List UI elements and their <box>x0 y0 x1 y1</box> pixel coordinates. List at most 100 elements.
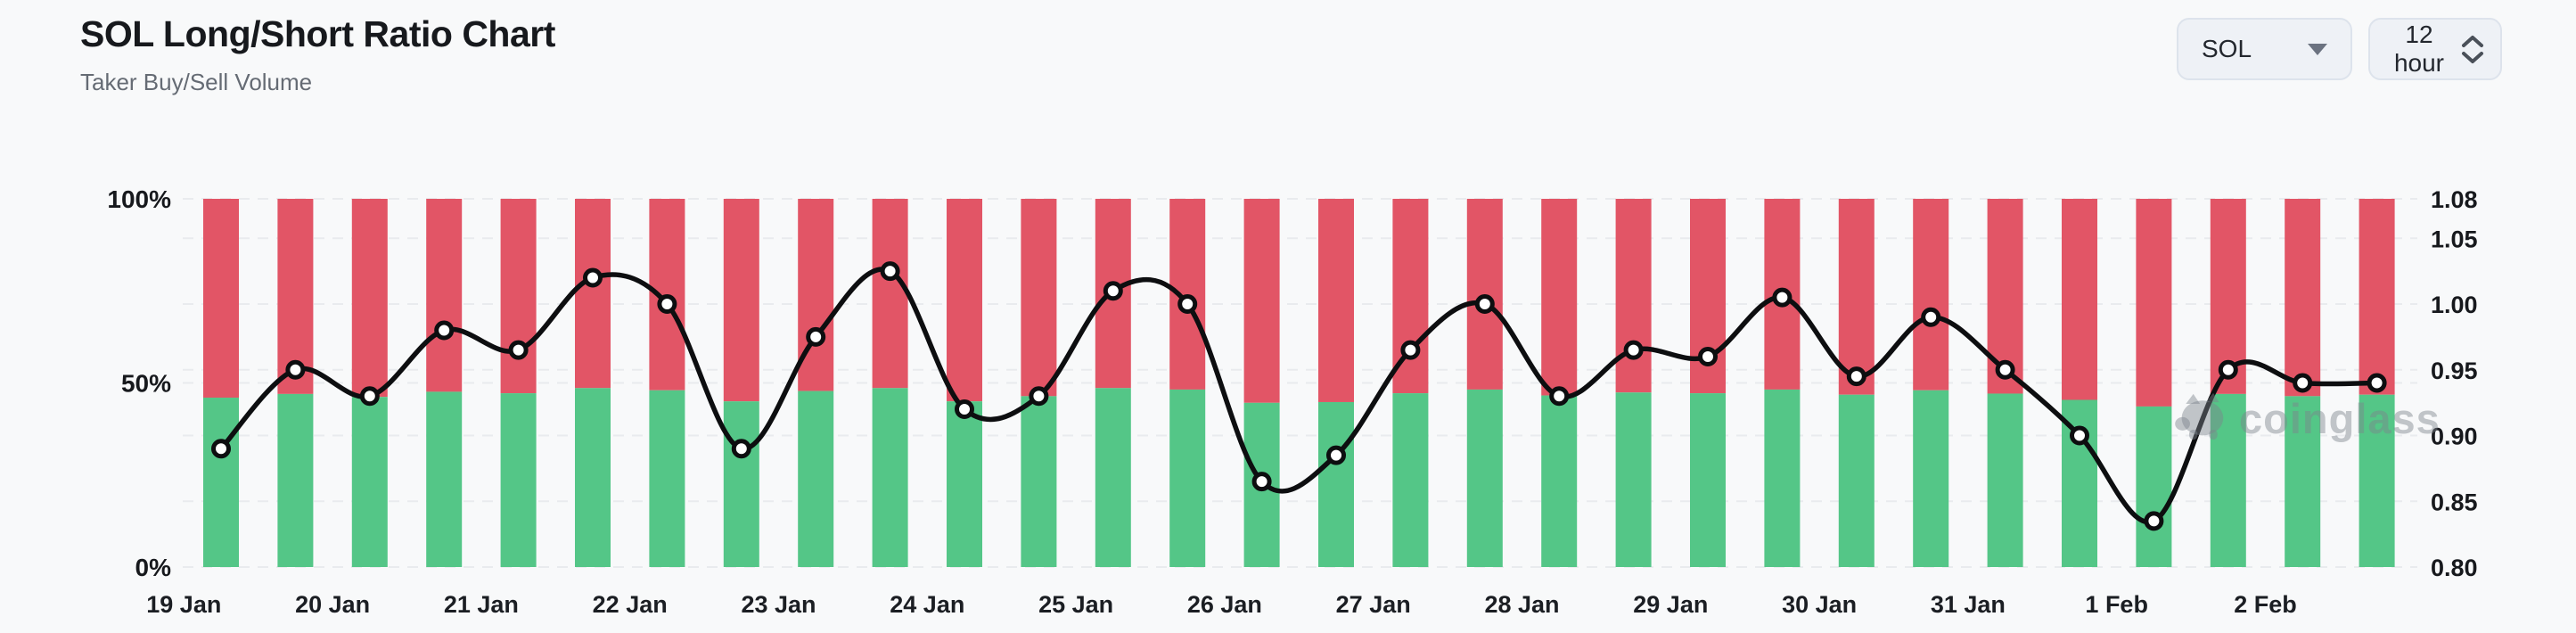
ratio-data-point[interactable] <box>359 386 380 407</box>
ratio-data-point[interactable] <box>731 439 751 459</box>
x-axis-date-label: 1 Feb <box>2085 591 2148 618</box>
sell-bar-segment[interactable] <box>1243 199 1280 403</box>
left-axis-tick-label: 0% <box>135 554 172 581</box>
x-axis-date-label: 29 Jan <box>1633 591 1708 618</box>
buy-bar-segment[interactable] <box>1392 393 1429 567</box>
x-axis-date-label: 23 Jan <box>741 591 816 618</box>
ratio-data-point[interactable] <box>1846 366 1866 387</box>
left-axis-tick-label: 50% <box>121 370 171 398</box>
buy-bar-segment[interactable] <box>947 401 982 567</box>
x-axis-date-label: 22 Jan <box>593 591 668 618</box>
ratio-data-point[interactable] <box>2367 373 2387 393</box>
right-axis-tick-label: 1.00 <box>2431 292 2478 318</box>
buy-bar-segment[interactable] <box>426 391 463 567</box>
sell-bar-segment[interactable] <box>2062 199 2097 400</box>
buy-bar-segment[interactable] <box>872 388 908 567</box>
ratio-data-point[interactable] <box>1474 294 1495 314</box>
ratio-data-point[interactable] <box>1177 294 1198 314</box>
sell-bar-segment[interactable] <box>798 199 834 391</box>
left-axis-tick-label: 100% <box>107 185 171 213</box>
ratio-data-point[interactable] <box>211 439 231 459</box>
ratio-data-point[interactable] <box>880 261 900 282</box>
buy-bar-segment[interactable] <box>1913 390 1949 567</box>
buy-bar-segment[interactable] <box>1021 396 1057 567</box>
ratio-data-point[interactable] <box>434 320 455 341</box>
buy-bar-segment[interactable] <box>1838 394 1875 567</box>
buy-bar-segment[interactable] <box>2136 406 2172 567</box>
buy-bar-segment[interactable] <box>2285 396 2321 567</box>
buy-bar-segment[interactable] <box>798 390 834 567</box>
ratio-data-point[interactable] <box>657 294 677 314</box>
sell-bar-segment[interactable] <box>2285 199 2321 397</box>
buy-bar-segment[interactable] <box>277 393 314 567</box>
x-axis-date-label: 31 Jan <box>1931 591 2006 618</box>
sell-bar-segment[interactable] <box>872 199 908 389</box>
sell-bar-segment[interactable] <box>1169 199 1206 390</box>
buy-bar-segment[interactable] <box>649 390 685 567</box>
sell-bar-segment[interactable] <box>1318 199 1354 402</box>
sell-bar-segment[interactable] <box>1021 199 1057 397</box>
ratio-data-point[interactable] <box>583 267 603 288</box>
sell-bar-segment[interactable] <box>947 199 982 402</box>
up-down-stepper-icon <box>2461 35 2484 64</box>
sell-bar-segment[interactable] <box>1838 199 1875 395</box>
sell-bar-segment[interactable] <box>1466 199 1503 390</box>
right-axis-tick-label: 1.08 <box>2431 186 2478 213</box>
buy-bar-segment[interactable] <box>1318 401 1354 567</box>
ratio-data-point[interactable] <box>1995 359 2015 380</box>
sell-bar-segment[interactable] <box>351 199 388 398</box>
ratio-data-point[interactable] <box>1251 472 1272 492</box>
buy-bar-segment[interactable] <box>2359 394 2395 567</box>
ratio-data-point[interactable] <box>1326 445 1346 465</box>
ratio-data-point[interactable] <box>1029 386 1049 407</box>
buy-bar-segment[interactable] <box>1466 389 1503 567</box>
ratio-data-point[interactable] <box>1549 386 1570 407</box>
sell-bar-segment[interactable] <box>1541 199 1578 396</box>
buy-bar-segment[interactable] <box>203 398 239 567</box>
page-title: SOL Long/Short Ratio Chart <box>80 13 555 54</box>
sell-bar-segment[interactable] <box>1615 199 1652 393</box>
sell-bar-segment[interactable] <box>426 199 463 392</box>
x-axis-date-label: 2 Feb <box>2234 591 2297 618</box>
buy-bar-segment[interactable] <box>351 397 388 567</box>
buy-bar-segment[interactable] <box>1541 395 1578 567</box>
interval-select[interactable]: 12 hour <box>2368 18 2502 80</box>
ratio-data-point[interactable] <box>1623 340 1644 360</box>
sell-bar-segment[interactable] <box>500 199 537 394</box>
buy-bar-segment[interactable] <box>500 393 537 567</box>
symbol-select[interactable]: SOL <box>2177 18 2352 80</box>
buy-bar-segment[interactable] <box>723 401 759 567</box>
ratio-data-point[interactable] <box>2293 373 2313 393</box>
ratio-data-point[interactable] <box>2070 425 2089 446</box>
buy-bar-segment[interactable] <box>1169 389 1206 567</box>
sell-bar-segment[interactable] <box>1913 199 1949 390</box>
ratio-data-point[interactable] <box>1772 287 1793 308</box>
ratio-data-point[interactable] <box>1103 281 1123 301</box>
sell-bar-segment[interactable] <box>2136 199 2172 407</box>
buy-bar-segment[interactable] <box>1615 392 1652 567</box>
ratio-data-point[interactable] <box>1698 347 1718 366</box>
buy-bar-segment[interactable] <box>1095 388 1131 567</box>
x-axis-date-label: 24 Jan <box>890 591 964 618</box>
buy-bar-segment[interactable] <box>1764 389 1801 567</box>
sell-bar-segment[interactable] <box>575 199 611 389</box>
ratio-data-point[interactable] <box>508 340 529 360</box>
buy-bar-segment[interactable] <box>1690 393 1726 567</box>
right-axis-tick-label: 0.95 <box>2431 358 2478 384</box>
ratio-data-point[interactable] <box>806 326 826 347</box>
ratio-data-point[interactable] <box>2144 511 2164 531</box>
ratio-data-point[interactable] <box>1400 340 1421 360</box>
ratio-data-point[interactable] <box>1921 307 1941 327</box>
buy-bar-segment[interactable] <box>575 388 611 567</box>
ratio-data-point[interactable] <box>2218 359 2238 380</box>
sell-bar-segment[interactable] <box>203 199 239 399</box>
x-axis-date-label: 28 Jan <box>1484 591 1559 618</box>
symbol-select-value: SOL <box>2202 35 2252 62</box>
ratio-data-point[interactable] <box>285 359 306 380</box>
buy-bar-segment[interactable] <box>1987 393 2023 567</box>
ratio-data-point[interactable] <box>955 399 974 419</box>
sell-bar-segment[interactable] <box>2359 199 2395 395</box>
buy-bar-segment[interactable] <box>2210 393 2246 567</box>
sell-bar-segment[interactable] <box>723 199 759 402</box>
